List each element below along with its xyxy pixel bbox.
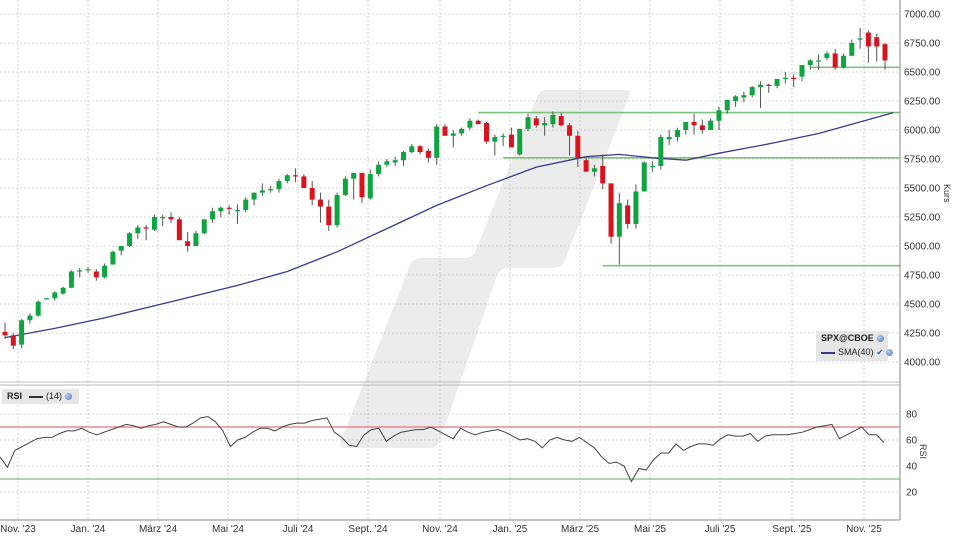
legend-symbol: SPX@CBOE (821, 333, 874, 343)
rsi-levels (0, 426, 900, 480)
svg-text:Nov. '25: Nov. '25 (846, 524, 882, 535)
rsi-legend-param: (14) (46, 391, 63, 401)
svg-text:März '25: März '25 (561, 524, 599, 535)
rsi-axis-ticks: 20 40 60 80 (906, 410, 918, 499)
svg-text:6250.00: 6250.00 (904, 97, 941, 108)
svg-text:5750.00: 5750.00 (904, 155, 941, 166)
rsi-axis-label: RSI (918, 444, 928, 459)
rsi-grid (0, 385, 900, 520)
legend-sma-row[interactable]: SMA(40) ✔ (816, 345, 894, 359)
globe-icon[interactable] (876, 335, 884, 343)
support-resistance-lines (478, 66, 900, 267)
svg-text:4250.00: 4250.00 (904, 329, 941, 340)
svg-text:Nov. '23: Nov. '23 (0, 524, 36, 535)
price-axis-label: Kurs (942, 184, 952, 203)
svg-text:Sept. '24: Sept. '24 (348, 524, 388, 535)
svg-text:40: 40 (906, 462, 918, 473)
candlestick-series (2, 27, 888, 350)
svg-text:4500.00: 4500.00 (904, 300, 941, 311)
rsi-legend-title: RSI (7, 391, 23, 401)
globe-icon[interactable] (886, 349, 894, 357)
sma-swatch-icon (821, 351, 835, 354)
svg-text:20: 20 (906, 488, 918, 499)
svg-text:6750.00: 6750.00 (904, 39, 941, 50)
rsi-line (0, 416, 885, 483)
svg-text:7000.00: 7000.00 (904, 10, 941, 21)
svg-text:4000.00: 4000.00 (904, 358, 941, 369)
svg-text:Mai '25: Mai '25 (634, 524, 666, 535)
watermark-logo (340, 90, 630, 448)
svg-text:80: 80 (906, 410, 918, 421)
svg-text:6500.00: 6500.00 (904, 68, 941, 79)
svg-text:Mai '24: Mai '24 (212, 524, 244, 535)
svg-text:Nov. '24: Nov. '24 (422, 524, 458, 535)
check-icon[interactable]: ✔ (876, 348, 884, 357)
svg-text:6000.00: 6000.00 (904, 126, 941, 137)
svg-text:Sept. '25: Sept. '25 (772, 524, 812, 535)
time-axis-ticks: Nov. '23 Jan. '24 März '24 Mai '24 Juli '24 S… (0, 524, 882, 535)
price-axis-ticks: 4000.00 4250.00 4500.00 4750.00 5000.00 5250.… (904, 10, 941, 369)
price-grid (0, 0, 900, 382)
svg-text:Jan. '24: Jan. '24 (71, 524, 106, 535)
rsi-legend[interactable]: RSI (14) (2, 389, 79, 404)
svg-text:März '24: März '24 (139, 524, 177, 535)
svg-text:Juli '24: Juli '24 (283, 524, 314, 535)
svg-text:5000.00: 5000.00 (904, 242, 941, 253)
rsi-swatch-icon (29, 395, 43, 398)
legend-symbol-row[interactable]: SPX@CBOE (816, 331, 888, 345)
legend-sma-label: SMA(40) (838, 347, 874, 357)
main-legend[interactable]: SPX@CBOE SMA(40) ✔ (816, 331, 894, 361)
svg-text:60: 60 (906, 436, 918, 447)
globe-icon[interactable] (65, 393, 73, 401)
sma-line (4, 111, 894, 339)
axes (0, 0, 901, 521)
svg-text:5500.00: 5500.00 (904, 184, 941, 195)
svg-text:Jan. '25: Jan. '25 (493, 524, 528, 535)
svg-text:5250.00: 5250.00 (904, 213, 941, 224)
svg-text:4750.00: 4750.00 (904, 271, 941, 282)
svg-text:Juli '25: Juli '25 (705, 524, 736, 535)
